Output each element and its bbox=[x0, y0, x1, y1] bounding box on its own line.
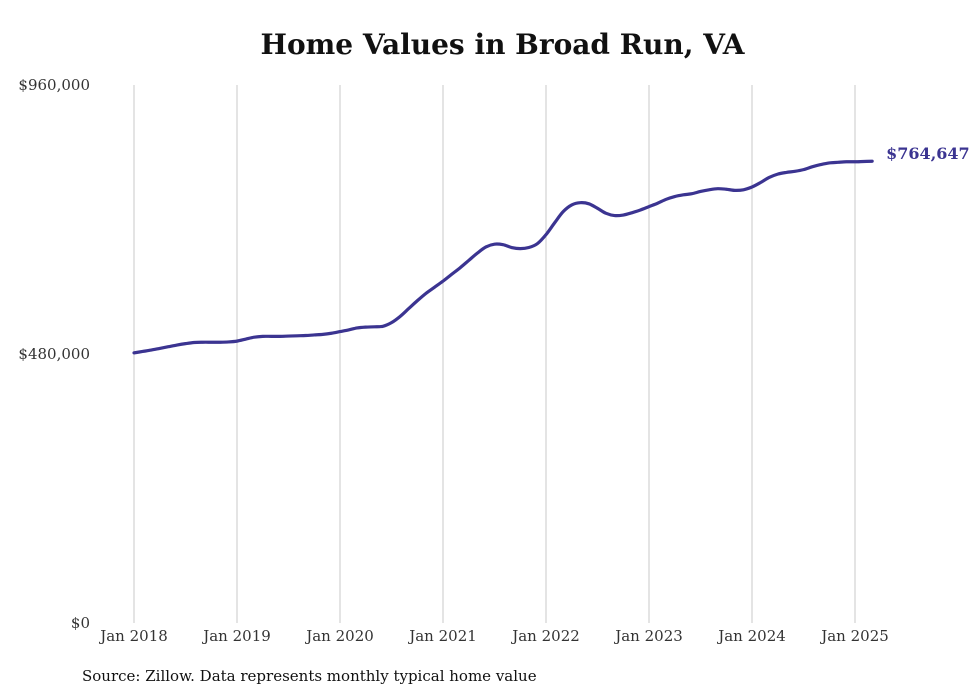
x-tick-label: Jan 2022 bbox=[510, 627, 580, 645]
x-tick-label: Jan 2019 bbox=[201, 627, 271, 645]
y-axis-ticks: $0 $480,000 $960,000 bbox=[18, 76, 90, 632]
gridlines bbox=[133, 85, 856, 623]
y-tick-label: $480,000 bbox=[18, 345, 90, 363]
chart-title: Home Values in Broad Run, VA bbox=[260, 28, 745, 61]
y-tick-label: $960,000 bbox=[18, 76, 90, 94]
end-value-label: $764,647 bbox=[886, 144, 970, 163]
x-tick-label: Jan 2025 bbox=[819, 627, 889, 645]
source-note: Source: Zillow. Data represents monthly … bbox=[82, 667, 537, 685]
x-tick-label: Jan 2024 bbox=[716, 627, 786, 645]
x-axis-ticks: Jan 2018 Jan 2019 Jan 2020 Jan 2021 Jan 2022… bbox=[98, 627, 889, 645]
series-line-home-value bbox=[132, 159, 874, 355]
x-tick-label: Jan 2023 bbox=[613, 627, 683, 645]
y-tick-label: $0 bbox=[71, 614, 90, 632]
x-tick-label: Jan 2021 bbox=[407, 627, 477, 645]
x-tick-label: Jan 2018 bbox=[98, 627, 168, 645]
x-tick-label: Jan 2020 bbox=[304, 627, 374, 645]
